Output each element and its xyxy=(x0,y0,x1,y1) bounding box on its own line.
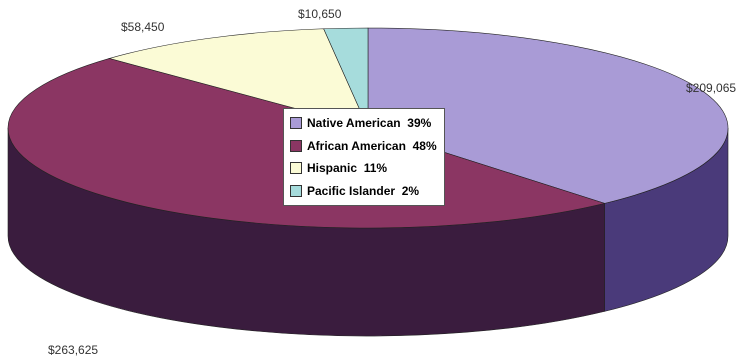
legend-item-african-american: African American 48% xyxy=(290,135,438,158)
legend-swatch-pacific-islander xyxy=(290,184,302,197)
legend-swatch-hispanic xyxy=(290,162,302,175)
legend-item-pacific-islander: Pacific Islander 2% xyxy=(290,180,438,203)
value-label-native-american: $209,065 xyxy=(686,81,736,95)
pie-sides xyxy=(7,127,729,337)
legend-label: Hispanic xyxy=(307,161,358,176)
legend-label: African American xyxy=(307,138,406,153)
value-label-hispanic: $58,450 xyxy=(121,20,165,34)
value-label-pacific-islander: $10,650 xyxy=(298,7,342,21)
pie-slice-pacific-islander xyxy=(323,27,369,129)
legend-item-native-american: Native American 39% xyxy=(290,112,438,135)
slice-labels: $209,065 $263,625 $58,450 $10,650 xyxy=(48,7,736,357)
legend-swatch-african-american xyxy=(290,139,302,152)
legend-percent: 48% xyxy=(412,138,437,153)
value-label-african-american: $263,625 xyxy=(48,343,98,357)
pie-slice-hispanic xyxy=(108,28,369,129)
legend: Native American 39% African American 48%… xyxy=(283,108,445,206)
pie-slice-native-american xyxy=(367,27,729,204)
legend-swatch-native-american xyxy=(290,117,302,130)
legend-label: Pacific Islander xyxy=(307,183,396,198)
legend-item-hispanic: Hispanic 11% xyxy=(290,157,438,180)
legend-percent: 11% xyxy=(363,161,388,176)
legend-percent: 39% xyxy=(407,116,432,131)
legend-label: Native American xyxy=(307,116,401,131)
legend-percent: 2% xyxy=(401,183,420,198)
